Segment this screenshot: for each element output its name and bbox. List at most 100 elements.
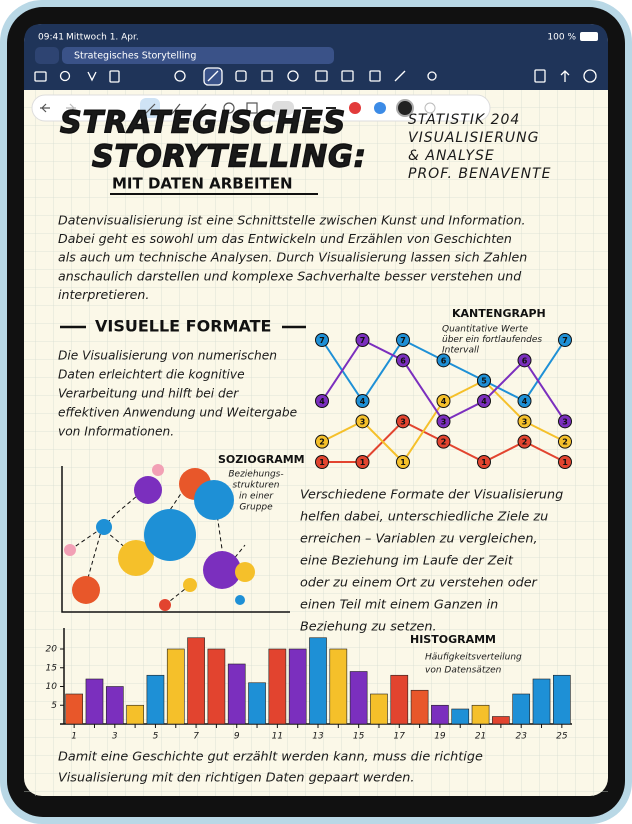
histogram-bar [126,704,144,725]
histogram-bar [553,674,571,725]
course-info: & ANALYSE [408,148,495,164]
x-tick-label: 19 [434,732,446,742]
node-label: 3 [441,417,447,426]
node-label: 1 [562,458,568,467]
node-label: 3 [360,417,366,426]
edge-node [517,353,532,368]
histogram-bar [85,678,104,725]
sociogram-note: strukturen [232,481,279,491]
document-tab[interactable] [62,47,334,64]
histogram-bar [431,704,449,725]
histogram-bar [492,716,510,725]
section-text: Verarbeitung und hilft bei der [58,387,239,401]
x-tick-label: 25 [556,732,568,742]
color-red[interactable] [349,102,361,114]
section-text: effektiven Anwendung und Weitergabe [58,406,297,420]
color-blue[interactable] [374,102,386,114]
y-tick-label: 5 [51,701,57,711]
histogram-note: von Datensätzen [425,666,502,676]
node-label: 1 [400,458,406,467]
edge-node [558,455,572,469]
node-label: 7 [360,336,366,345]
edge-node [396,333,410,347]
note-title: STORYTELLING: [92,140,367,175]
node-label: 1 [481,458,487,467]
node-label: 2 [319,438,325,447]
edge-node [315,333,329,347]
histogram-bar [370,693,388,725]
node-label: 4 [319,397,325,406]
edge-node [517,414,532,429]
edge-node [355,455,370,469]
edge-node [436,414,451,429]
toolbar-icons[interactable] [34,67,597,86]
x-tick-label: 13 [312,732,324,742]
histogram-bar [471,704,490,725]
home-tab[interactable] [35,47,59,64]
course-info: PROF. BENAVENTE [408,166,551,182]
intro-text: Dabei geht es sowohl um das Entwickeln u… [58,231,512,246]
edge-node [436,353,451,368]
edge-graph-note: über ein fortlaufendes [442,335,542,345]
node-label: 2 [562,438,568,447]
edge-node [315,455,329,469]
histogram-bar [532,678,551,725]
formats-text: oder zu einem Ort zu verstehen oder [300,576,538,591]
node-label: 4 [360,397,366,406]
section-heading: VISUELLE FORMATE [95,317,271,336]
node-label: 2 [441,438,447,447]
sociogram-note: Gruppe [239,503,273,513]
node-label: 3 [562,417,568,426]
edge-node [436,434,451,449]
intro-text: interpretieren. [58,287,149,302]
histogram-bar [451,708,470,725]
histogram-bar [187,637,205,725]
node-label: 7 [400,336,406,345]
formats-text: erreichen – Variablen zu vergleichen, [300,532,538,547]
formats-text: Beziehung zu setzen. [300,620,437,635]
section-text: Die Visualisierung von numerischen [58,349,277,363]
closing-text: Visualisierung mit den richtigen Daten g… [58,771,415,786]
course-info: VISUALISIERUNG [408,130,540,146]
y-tick-label: 10 [46,682,58,692]
histogram-bar [349,671,368,725]
histogram-bar [329,648,348,725]
edge-node [558,414,572,429]
intro-text: als auch um technische Analysen. Durch V… [58,250,527,265]
intro-text: Datenvisualisierung ist eine Schnittstel… [58,213,526,228]
edge-node [477,394,491,408]
color-picker[interactable] [424,102,436,114]
section-text: von Informationen. [58,425,174,439]
edge-node [315,394,329,408]
closing-text: Damit eine Geschichte gut erzählt werden… [58,750,483,765]
node-label: 7 [562,336,568,345]
edge-graph-note: Quantitative Werte [442,325,528,335]
note-title: STRATEGISCHES [60,106,346,141]
sociogram-note: in einer [239,492,274,502]
section-text: Daten erleichtert die kognitive [58,368,245,382]
histogram-bar [288,648,307,725]
edge-graph-note: Intervall [442,346,479,356]
histogram-title: HISTOGRAMM [410,633,496,646]
pen-tools[interactable] [40,98,336,118]
node-label: 6 [441,356,447,365]
node-label: 4 [522,397,528,406]
edge-node [436,394,451,408]
color-black[interactable] [396,99,414,117]
tab-title[interactable]: Strategisches Storytelling [74,51,196,62]
node-label: 6 [522,356,528,365]
histogram-bar [166,648,185,725]
x-tick-label: 5 [153,732,159,742]
node-label: 7 [319,336,325,345]
edge-node [355,333,370,347]
note-subtitle: MIT DATEN ARBEITEN [112,175,293,193]
x-tick-label: 15 [353,732,365,742]
node-label: 5 [481,377,487,386]
node-label: 3 [522,417,528,426]
status-battery: 100 % [547,33,576,43]
edge-node [517,394,532,408]
edge-node [315,434,329,449]
x-tick-label: 17 [394,732,406,742]
y-tick-label: 20 [46,645,58,655]
